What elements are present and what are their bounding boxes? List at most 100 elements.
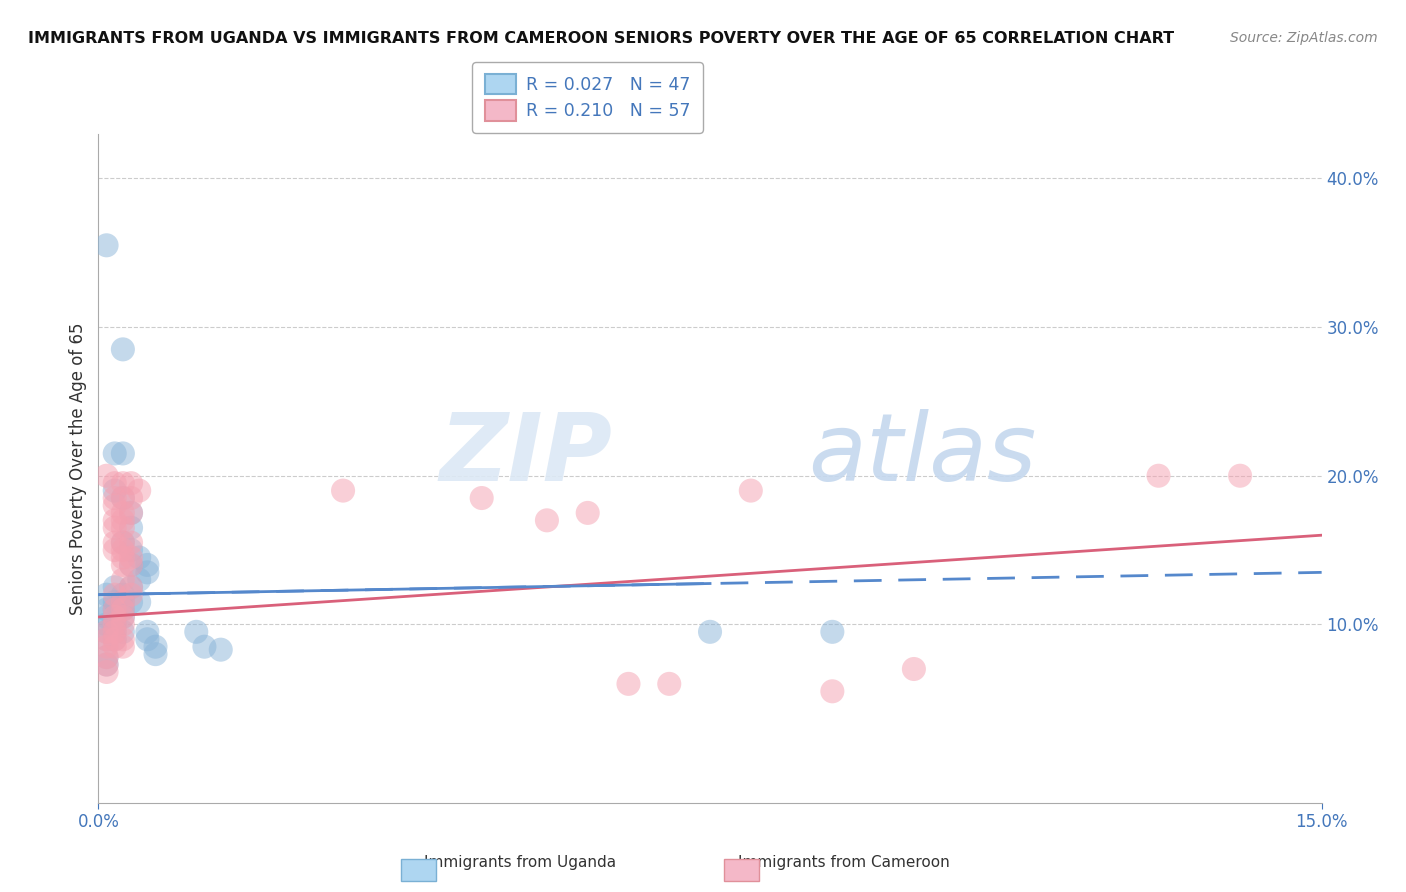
Text: atlas: atlas <box>808 409 1036 500</box>
Point <box>111 602 134 616</box>
Point <box>128 483 150 498</box>
Point <box>120 558 142 572</box>
Point <box>96 650 118 665</box>
Point <box>104 446 127 460</box>
Point <box>104 617 127 632</box>
Point <box>104 535 127 549</box>
Point <box>111 491 134 505</box>
Point <box>120 595 142 609</box>
Point <box>136 632 159 647</box>
Point <box>120 506 142 520</box>
Point <box>120 588 142 602</box>
Point <box>617 677 640 691</box>
Point <box>111 610 134 624</box>
Point <box>96 665 118 679</box>
Point <box>96 632 118 647</box>
Point <box>104 602 127 616</box>
Point <box>111 610 134 624</box>
Point <box>96 650 118 665</box>
Point <box>128 595 150 609</box>
Point <box>536 513 558 527</box>
Point <box>111 343 134 357</box>
Point <box>209 642 232 657</box>
Point <box>111 595 134 609</box>
Point <box>111 535 134 549</box>
Point <box>104 610 127 624</box>
Point <box>903 662 925 676</box>
Point <box>111 632 134 647</box>
Text: ZIP: ZIP <box>439 409 612 501</box>
Point <box>120 580 142 594</box>
Point <box>104 543 127 558</box>
Point <box>128 573 150 587</box>
Point <box>120 558 142 572</box>
Point <box>104 588 127 602</box>
Point <box>96 640 118 654</box>
Point <box>104 483 127 498</box>
Point <box>104 610 127 624</box>
Point <box>111 491 134 505</box>
Point <box>145 647 167 661</box>
Point <box>104 513 127 527</box>
Point <box>104 476 127 491</box>
Point <box>699 624 721 639</box>
Point <box>120 491 142 505</box>
Point <box>111 506 134 520</box>
Point <box>111 476 134 491</box>
Text: IMMIGRANTS FROM UGANDA VS IMMIGRANTS FROM CAMEROON SENIORS POVERTY OVER THE AGE : IMMIGRANTS FROM UGANDA VS IMMIGRANTS FRO… <box>28 31 1174 46</box>
Point <box>111 513 134 527</box>
Point <box>120 476 142 491</box>
Point <box>104 632 127 647</box>
Point <box>136 624 159 639</box>
Point <box>111 535 134 549</box>
Point <box>120 550 142 565</box>
Point <box>104 602 127 616</box>
Point <box>120 521 142 535</box>
Y-axis label: Seniors Poverty Over the Age of 65: Seniors Poverty Over the Age of 65 <box>69 322 87 615</box>
Point <box>111 521 134 535</box>
Point <box>193 640 215 654</box>
Point <box>104 499 127 513</box>
Point <box>111 588 134 602</box>
Text: Immigrants from Cameroon: Immigrants from Cameroon <box>738 855 949 870</box>
Point <box>96 468 118 483</box>
Point <box>104 491 127 505</box>
Point <box>96 610 118 624</box>
Point <box>96 588 118 602</box>
Point <box>96 657 118 672</box>
Point <box>104 624 127 639</box>
Point <box>136 566 159 580</box>
Legend: R = 0.027   N = 47, R = 0.210   N = 57: R = 0.027 N = 47, R = 0.210 N = 57 <box>472 62 703 133</box>
Point <box>111 446 134 460</box>
Point <box>120 543 142 558</box>
Point <box>1147 468 1170 483</box>
Point <box>104 617 127 632</box>
Point <box>471 491 494 505</box>
Point <box>1229 468 1251 483</box>
Point <box>740 483 762 498</box>
Point <box>111 624 134 639</box>
Point <box>120 580 142 594</box>
Point <box>111 617 134 632</box>
Point <box>104 521 127 535</box>
Point <box>104 595 127 609</box>
Text: Source: ZipAtlas.com: Source: ZipAtlas.com <box>1230 31 1378 45</box>
Point <box>120 535 142 549</box>
Point <box>111 558 134 572</box>
Point <box>576 506 599 520</box>
Point <box>821 684 844 698</box>
Text: Immigrants from Uganda: Immigrants from Uganda <box>425 855 616 870</box>
Point <box>111 602 134 616</box>
Point <box>104 632 127 647</box>
Point <box>111 573 134 587</box>
Point <box>104 580 127 594</box>
Point <box>96 624 118 639</box>
Point <box>186 624 208 639</box>
Point <box>332 483 354 498</box>
Point <box>658 677 681 691</box>
Point <box>120 506 142 520</box>
Point <box>111 640 134 654</box>
Point <box>111 595 134 609</box>
Point <box>96 624 118 639</box>
Point <box>145 640 167 654</box>
